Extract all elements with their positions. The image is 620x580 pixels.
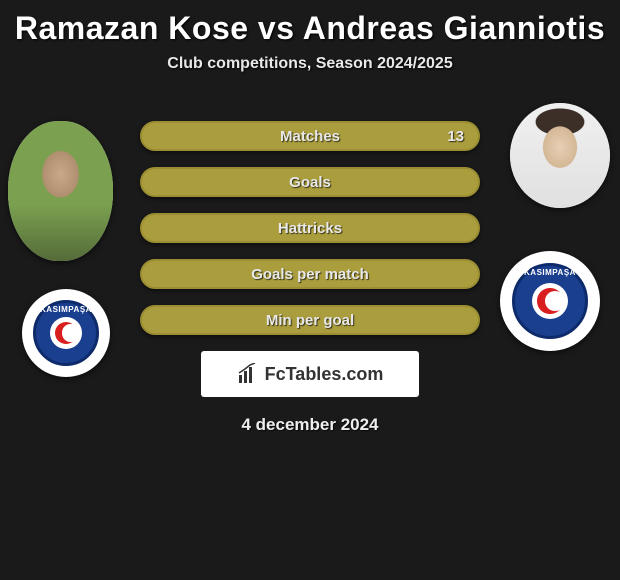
club-logo-left: KASIMPAŞA: [22, 289, 110, 377]
player-photo-left: [8, 121, 113, 261]
emblem-inner-right: [532, 283, 568, 319]
emblem-inner-left: [50, 317, 82, 349]
stat-label-gpm: Goals per match: [251, 266, 369, 283]
club-logo-right: KASIMPAŞA: [500, 251, 600, 351]
page-title: Ramazan Kose vs Andreas Gianniotis: [0, 10, 620, 47]
subtitle: Club competitions, Season 2024/2025: [0, 55, 620, 73]
stat-rows: Matches 13 Goals Hattricks Goals per mat…: [140, 103, 480, 335]
bars-icon: [237, 363, 259, 385]
stat-row-gpm: Goals per match: [140, 259, 480, 289]
player-face-right: [510, 103, 610, 208]
comparison-card: Ramazan Kose vs Andreas Gianniotis Club …: [0, 0, 620, 435]
branding-box: FcTables.com: [201, 351, 419, 397]
crescent-icon: [537, 288, 562, 313]
stat-row-hattricks: Hattricks: [140, 213, 480, 243]
content-area: KASIMPAŞA KASIMPAŞA Matches 13: [0, 103, 620, 435]
branding-text: FcTables.com: [265, 364, 384, 385]
stat-label-goals: Goals: [289, 174, 331, 191]
crescent-icon: [55, 322, 77, 344]
stat-label-hattricks: Hattricks: [278, 220, 342, 237]
date-text: 4 december 2024: [0, 415, 620, 435]
stat-row-mpg: Min per goal: [140, 305, 480, 335]
player-face-left: [8, 121, 113, 261]
club-label-left: KASIMPAŞA: [36, 305, 97, 314]
stat-right-matches: 13: [447, 128, 464, 145]
stat-row-matches: Matches 13: [140, 121, 480, 151]
stat-row-goals: Goals: [140, 167, 480, 197]
stat-label-mpg: Min per goal: [266, 312, 354, 329]
club-label-right: KASIMPAŞA: [515, 268, 585, 277]
player-photo-right: [510, 103, 610, 208]
kasimpasa-emblem-left: KASIMPAŞA: [33, 300, 100, 367]
stat-label-matches: Matches: [280, 128, 340, 145]
kasimpasa-emblem-right: KASIMPAŞA: [512, 263, 588, 339]
